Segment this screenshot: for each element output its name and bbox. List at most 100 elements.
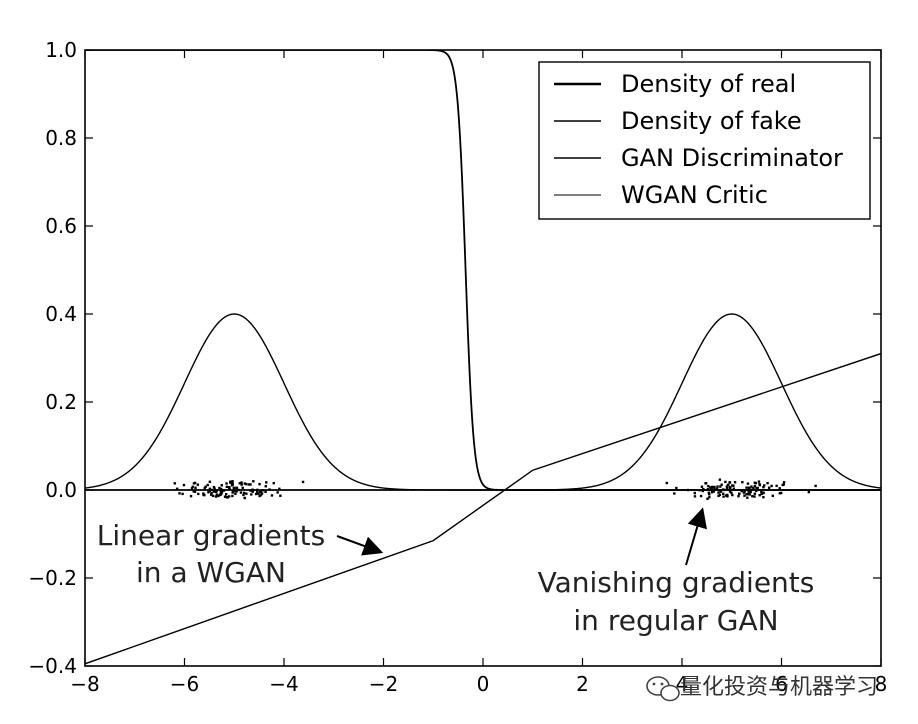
fake-samples-point	[215, 489, 218, 492]
real-samples-point	[717, 494, 720, 498]
fake-samples-point	[261, 489, 264, 492]
fake-samples-point	[191, 485, 194, 489]
fake-samples-point	[215, 490, 218, 494]
real-samples-point	[693, 495, 697, 498]
x-tick-label: −8	[70, 672, 99, 696]
real-samples-point	[710, 491, 714, 494]
real-samples-point	[728, 490, 732, 493]
real-samples-point	[760, 492, 763, 496]
real-samples-point	[750, 485, 753, 488]
fake-samples-point	[247, 483, 251, 486]
real-samples-point	[758, 494, 761, 497]
real-samples-point	[722, 492, 725, 495]
fake-samples-point	[258, 482, 261, 486]
y-tick-label: 0.6	[45, 214, 77, 238]
fake-samples-point	[225, 482, 228, 485]
real-samples-point	[719, 490, 723, 493]
real-samples-point	[706, 487, 710, 491]
real-samples-point	[745, 486, 748, 489]
fake-samples-point	[223, 495, 227, 498]
legend-label: Density of fake	[621, 107, 802, 135]
y-tick-label: 0.0	[45, 478, 77, 502]
real-samples-point	[722, 495, 725, 498]
fake-samples-point	[276, 491, 279, 494]
fake-samples-point	[212, 485, 216, 489]
fake-samples-point	[222, 489, 226, 492]
fake-samples-point	[259, 490, 263, 494]
real-samples-point	[751, 495, 754, 498]
fake-samples-point	[257, 492, 260, 495]
y-tick-label: 1.0	[45, 38, 77, 62]
real-samples-point	[763, 484, 766, 487]
x-tick-label: 0	[477, 672, 490, 696]
real-samples-point	[750, 488, 753, 491]
legend: Density of real Density of fake GAN Discri…	[538, 61, 871, 220]
real-samples-point	[758, 483, 761, 486]
fake-samples-point	[254, 492, 258, 496]
fake-samples-point	[242, 493, 245, 497]
real-samples-point	[814, 484, 817, 488]
real-samples-point	[771, 494, 775, 498]
real-samples-point	[725, 485, 729, 488]
fake-samples-point	[221, 489, 224, 492]
fake-samples-point	[181, 492, 184, 496]
real-samples-point	[748, 493, 752, 496]
fake-samples-point	[208, 487, 212, 491]
real-samples-point	[780, 491, 783, 495]
annotation-vanishing-line2: in regular GAN	[573, 604, 778, 637]
fake-samples-point	[259, 493, 263, 497]
real-samples-point	[716, 485, 719, 488]
fake-samples-point	[224, 493, 228, 496]
real-samples-point	[700, 485, 704, 488]
fake-samples-point	[264, 485, 267, 488]
real-samples-point	[726, 483, 730, 487]
fake-samples-point	[245, 492, 248, 495]
real-samples-point	[709, 486, 712, 489]
y-tick-label: −0.2	[28, 566, 77, 590]
x-tick-label: 8	[875, 672, 888, 696]
fake-samples-point	[220, 484, 223, 487]
fake-samples-point	[239, 491, 243, 494]
fake-samples-point	[258, 494, 261, 498]
fake-samples-point	[193, 481, 197, 485]
fake-samples-point	[202, 493, 205, 497]
fake-samples-point	[272, 481, 275, 485]
x-tick-label: 6	[775, 672, 788, 696]
fake-samples-point	[241, 486, 244, 490]
real-samples-point	[754, 481, 758, 485]
real-samples-point	[747, 490, 750, 493]
legend-label: Density of real	[621, 70, 796, 98]
y-tick-label: 0.8	[45, 126, 77, 150]
fake-samples-point	[251, 488, 254, 491]
fake-samples-point	[206, 483, 209, 487]
watermark: 量化投资与机器学习	[646, 675, 878, 702]
fake-samples-point	[218, 486, 221, 490]
real-samples-point	[743, 494, 746, 497]
real-samples-point	[702, 487, 705, 491]
y-tick-label: −0.4	[28, 654, 77, 678]
real-samples-point	[749, 490, 752, 494]
real-samples-point	[701, 489, 704, 493]
real-samples-point	[718, 478, 722, 481]
y-tick-label: 0.2	[45, 390, 77, 414]
fake-samples-point	[189, 494, 193, 498]
annotation-linear-line2: in a WGAN	[136, 556, 286, 589]
fake-samples-point	[196, 483, 200, 486]
fake-samples-point	[194, 486, 197, 489]
fake-samples-point	[270, 494, 274, 497]
fake-samples-point	[243, 482, 247, 485]
real-samples-point	[706, 497, 709, 501]
fake-samples-point	[197, 492, 200, 496]
fake-samples-point	[225, 496, 229, 499]
real-samples-point	[778, 487, 781, 490]
real-samples-point	[699, 494, 703, 498]
fake-samples-point	[182, 483, 186, 487]
real-samples-point	[762, 491, 765, 495]
fake-samples-point	[212, 490, 216, 493]
real-samples-point	[713, 485, 716, 489]
real-samples-point	[731, 493, 734, 497]
real-samples-point	[766, 481, 769, 485]
real-samples-point	[707, 484, 710, 488]
fake-samples-point	[233, 486, 236, 490]
